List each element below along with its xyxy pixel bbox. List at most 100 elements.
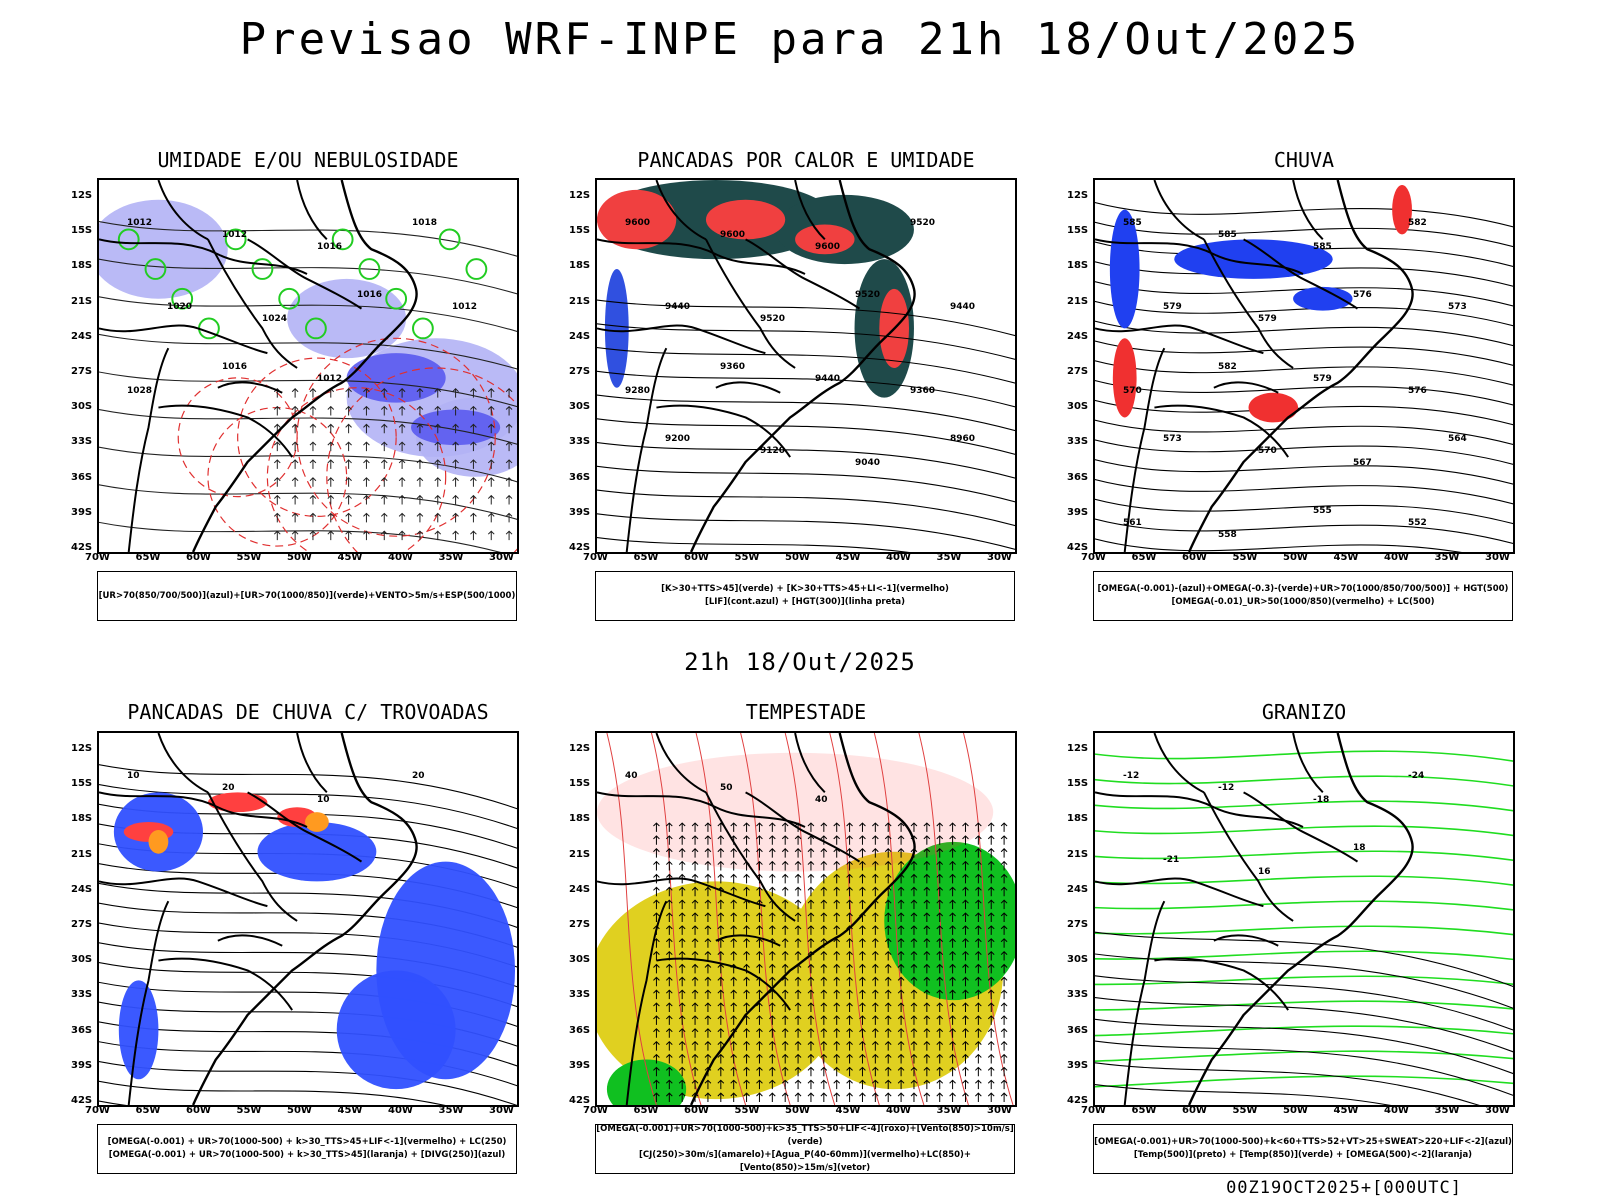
legend-box: [OMEGA(-0.001)+UR>70(1000-500)+k<60+TTS>…	[1093, 1124, 1513, 1174]
wind-vector	[859, 950, 866, 961]
wind-vector	[756, 1015, 763, 1025]
contour-label: 564	[1448, 434, 1467, 444]
wind-vector	[833, 1079, 841, 1090]
wind-vector	[678, 976, 686, 987]
forecast-map	[1093, 178, 1515, 554]
wind-vector	[743, 912, 750, 922]
longitude-tick-label: 65W	[1131, 1105, 1157, 1116]
wind-vector	[309, 459, 317, 469]
wind-vector	[345, 477, 352, 487]
wind-vector	[691, 976, 699, 987]
wind-vector	[470, 423, 477, 434]
latitude-tick-label: 36S	[1067, 1024, 1089, 1036]
wind-vector	[859, 963, 866, 974]
wind-vector	[730, 912, 738, 922]
wind-vector	[910, 873, 918, 884]
wind-vector	[975, 899, 982, 910]
longitude-tick-label: 35W	[438, 1105, 464, 1116]
wind-vector	[859, 925, 866, 935]
wind-vector	[665, 899, 673, 910]
legend-text: [OMEGA(-0.001) + UR>70(1000-500) + k>30_…	[108, 1150, 506, 1160]
wind-vector	[872, 1028, 879, 1038]
wind-vector	[859, 1015, 866, 1025]
wind-vector	[910, 1040, 918, 1051]
border-line	[705, 791, 796, 922]
wind-vector	[665, 886, 673, 897]
wind-vector	[704, 899, 712, 910]
wind-vector	[807, 1053, 815, 1064]
latitude-tick-label: 42S	[569, 1095, 591, 1106]
wind-vector	[846, 822, 853, 832]
wind-vector	[949, 963, 956, 974]
wind-vector	[872, 950, 879, 961]
wind-vector	[452, 512, 459, 523]
wind-vector	[923, 1066, 931, 1077]
wind-vector	[743, 976, 750, 987]
wind-vector	[363, 388, 370, 398]
legend-text: [UR>70(850/700/500)](azul)+[UR>70(1000/8…	[98, 590, 516, 601]
wind-vector	[872, 976, 879, 987]
latitude-tick-label: 42S	[1067, 542, 1089, 553]
wind-vector	[949, 1028, 956, 1038]
green-contour	[1095, 800, 1513, 812]
contour-label: 9440	[815, 374, 841, 384]
wind-vector	[665, 1079, 673, 1090]
wind-vector	[859, 989, 866, 1000]
green-contour	[1095, 1025, 1513, 1037]
border-line	[715, 934, 781, 947]
contour-line	[99, 371, 517, 408]
wind-vector	[975, 976, 982, 987]
longitude-tick-label: 35W	[438, 552, 464, 563]
wind-vector	[872, 1079, 879, 1090]
legend-box: [UR>70(850/700/500)](azul)+[UR>70(1000/8…	[97, 571, 517, 621]
wind-vector	[678, 1002, 686, 1012]
wind-vector	[949, 950, 956, 961]
wind-vector	[975, 835, 982, 845]
latitude-tick-label: 21S	[569, 848, 591, 860]
latitude-tick-label: 12S	[1067, 743, 1089, 754]
wind-vector	[434, 530, 442, 541]
latitude-tick-label: 15S	[569, 778, 591, 790]
border-line	[247, 238, 363, 310]
wind-vector	[730, 1002, 738, 1012]
wind-vector	[897, 860, 905, 871]
wind-vector	[962, 1079, 969, 1090]
green-contour	[1095, 1000, 1513, 1011]
wind-vector	[380, 512, 388, 523]
wind-vector	[807, 873, 815, 884]
wind-vector	[846, 912, 853, 922]
contour-line	[1095, 459, 1513, 485]
wind-vector	[717, 860, 725, 871]
contour-label: 552	[1408, 518, 1427, 528]
contour-line	[597, 465, 1015, 503]
wind-vector	[897, 1053, 905, 1064]
wind-vector	[743, 989, 750, 1000]
wind-vector	[743, 925, 750, 935]
contour-label: 1012	[222, 230, 248, 240]
page-title: Previsao WRF-INPE para 21h 18/Out/2025	[239, 14, 1361, 65]
wind-vector	[936, 822, 944, 832]
wind-vector	[434, 441, 442, 452]
contour-label: 9040	[855, 458, 881, 468]
border-line	[1095, 238, 1304, 275]
wind-vector	[505, 477, 513, 487]
wind-vector	[380, 494, 388, 505]
latitude-tick-label: 18S	[1067, 813, 1089, 825]
wind-vector	[794, 989, 802, 1000]
border-line	[217, 381, 283, 394]
wind-vector	[452, 388, 459, 398]
wind-vector	[416, 388, 424, 398]
contour-label: 9120	[760, 446, 786, 456]
latitude-tick-label: 30S	[569, 401, 591, 413]
wind-vector	[416, 477, 424, 487]
contour-line	[1095, 201, 1513, 228]
shaded-area	[597, 752, 994, 872]
wind-vector	[769, 1053, 776, 1064]
latitude-tick-label: 33S	[1067, 989, 1089, 1001]
wind-vector	[833, 1092, 841, 1103]
wind-vector	[327, 405, 335, 416]
wind-vector	[398, 388, 406, 398]
border-line	[597, 877, 766, 908]
red-contour	[829, 733, 880, 1105]
latitude-tick-label: 12S	[569, 190, 591, 201]
